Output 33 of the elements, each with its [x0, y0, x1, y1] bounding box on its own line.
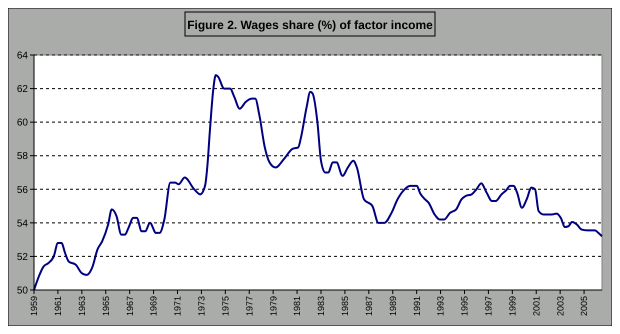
y-tick-label: 60	[16, 118, 28, 129]
x-tick-label: 1977	[244, 296, 254, 316]
x-tick-label: 2005	[579, 296, 590, 316]
x-tick-label: 2003	[555, 296, 566, 316]
x-tick-label: 1963	[76, 296, 87, 316]
x-tick-label: 1997	[484, 296, 494, 316]
x-tick-label: 1959	[29, 296, 40, 316]
x-tick-label: 1981	[292, 296, 302, 316]
x-tick-label: 1967	[124, 296, 135, 316]
y-tick-label: 52	[16, 252, 28, 263]
y-tick-label: 62	[16, 84, 28, 96]
x-tick-label: 1979	[268, 296, 278, 316]
x-tick-label: 1989	[388, 296, 398, 316]
x-tick-label: 1985	[340, 296, 350, 316]
y-tick-label: 58	[16, 151, 28, 162]
x-tick-label: 1969	[148, 296, 159, 316]
x-tick-label: 1965	[100, 296, 111, 316]
x-tick-label: 1971	[172, 296, 183, 316]
x-tick-label: 1973	[196, 296, 207, 316]
y-tick-label: 64	[16, 50, 28, 62]
x-tick-label: 1991	[412, 296, 422, 316]
x-tick-label: 1995	[460, 296, 470, 316]
x-tick-label: 1983	[316, 296, 326, 316]
chart-title: Figure 2. Wages share (%) of factor income	[187, 18, 434, 32]
x-tick-label: 1999	[507, 296, 518, 316]
x-tick-label: 1993	[436, 296, 446, 316]
x-tick-label: 1975	[220, 296, 230, 316]
x-tick-label: 2001	[531, 296, 542, 316]
y-tick-label: 50	[16, 286, 28, 296]
x-tick-label: 1961	[53, 296, 64, 316]
y-tick-label: 54	[16, 218, 28, 230]
y-tick-label: 56	[16, 184, 28, 196]
x-tick-label: 1987	[364, 296, 374, 316]
